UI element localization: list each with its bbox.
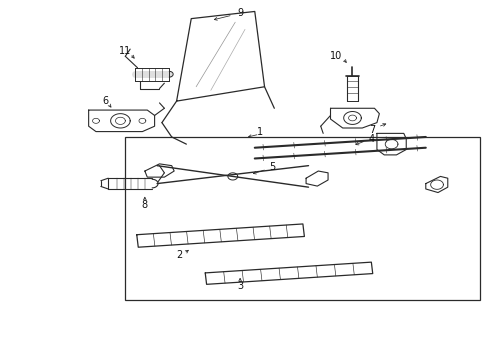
- Text: 2: 2: [176, 250, 182, 260]
- Text: 5: 5: [269, 162, 275, 172]
- Text: 6: 6: [103, 96, 109, 106]
- Text: 10: 10: [330, 51, 342, 61]
- Text: 7: 7: [369, 125, 375, 135]
- Text: 4: 4: [369, 134, 375, 144]
- Bar: [125, 137, 480, 300]
- Text: 1: 1: [257, 127, 263, 136]
- Text: 3: 3: [237, 281, 243, 291]
- Text: 9: 9: [237, 8, 243, 18]
- Text: 8: 8: [142, 200, 148, 210]
- Text: 11: 11: [119, 46, 131, 56]
